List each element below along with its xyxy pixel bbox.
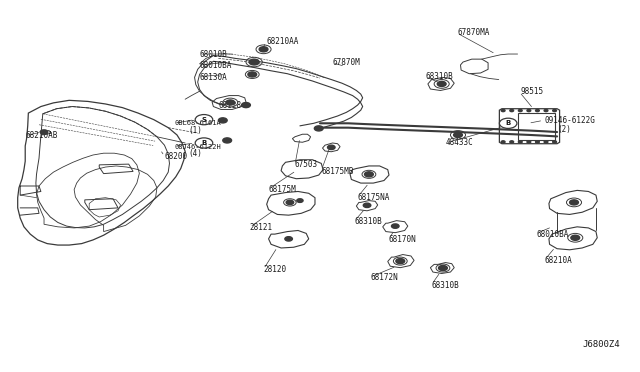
Circle shape bbox=[544, 141, 548, 143]
Circle shape bbox=[510, 141, 513, 143]
Text: 68128: 68128 bbox=[218, 101, 241, 110]
Text: 68130A: 68130A bbox=[200, 73, 227, 82]
Text: (4): (4) bbox=[188, 150, 202, 158]
Text: 68210AA: 68210AA bbox=[267, 38, 299, 46]
Text: 68210AB: 68210AB bbox=[25, 131, 58, 140]
Text: 08J46-6122H: 08J46-6122H bbox=[175, 144, 221, 150]
Circle shape bbox=[536, 109, 540, 112]
Circle shape bbox=[314, 126, 323, 131]
Circle shape bbox=[510, 109, 513, 112]
Text: 68310B: 68310B bbox=[431, 280, 460, 290]
Circle shape bbox=[285, 237, 292, 241]
Circle shape bbox=[438, 266, 447, 270]
Text: S: S bbox=[202, 117, 207, 123]
Circle shape bbox=[501, 141, 505, 143]
Circle shape bbox=[396, 259, 404, 264]
Text: B: B bbox=[506, 120, 511, 126]
Circle shape bbox=[544, 109, 548, 112]
Circle shape bbox=[437, 81, 446, 86]
Text: 68170N: 68170N bbox=[389, 235, 417, 244]
Circle shape bbox=[553, 109, 556, 112]
Text: 68200: 68200 bbox=[164, 152, 188, 161]
Text: 68010BA: 68010BA bbox=[536, 230, 569, 238]
Text: 68175NA: 68175NA bbox=[358, 193, 390, 202]
Circle shape bbox=[553, 141, 556, 143]
Circle shape bbox=[518, 141, 522, 143]
Circle shape bbox=[297, 199, 303, 202]
Circle shape bbox=[248, 72, 257, 77]
Text: 68175MB: 68175MB bbox=[321, 167, 354, 176]
Circle shape bbox=[454, 132, 462, 138]
Circle shape bbox=[527, 141, 531, 143]
Circle shape bbox=[501, 109, 505, 112]
Circle shape bbox=[527, 109, 531, 112]
Text: 67870M: 67870M bbox=[333, 58, 360, 67]
Circle shape bbox=[518, 109, 522, 112]
Circle shape bbox=[365, 172, 373, 177]
Text: J6800Z4: J6800Z4 bbox=[582, 340, 620, 349]
Circle shape bbox=[328, 145, 335, 150]
Text: 98515: 98515 bbox=[521, 87, 544, 96]
Text: (1): (1) bbox=[188, 126, 202, 135]
Text: 09146-6122G: 09146-6122G bbox=[545, 116, 595, 125]
Text: 48433C: 48433C bbox=[445, 138, 473, 147]
Text: (2): (2) bbox=[557, 125, 571, 134]
Circle shape bbox=[223, 138, 232, 143]
Circle shape bbox=[226, 100, 235, 105]
Circle shape bbox=[392, 224, 399, 228]
Circle shape bbox=[40, 130, 48, 134]
Circle shape bbox=[536, 141, 540, 143]
Circle shape bbox=[249, 59, 259, 65]
Circle shape bbox=[259, 47, 268, 52]
Text: 28120: 28120 bbox=[264, 265, 287, 274]
Text: 68310B: 68310B bbox=[426, 72, 453, 81]
Text: 28121: 28121 bbox=[250, 224, 273, 232]
Text: 68210A: 68210A bbox=[545, 256, 572, 265]
Circle shape bbox=[364, 203, 371, 208]
Text: 68172N: 68172N bbox=[370, 273, 398, 282]
Circle shape bbox=[218, 118, 227, 123]
Circle shape bbox=[571, 235, 580, 240]
Text: 0BL68-6161A: 0BL68-6161A bbox=[175, 120, 221, 126]
Circle shape bbox=[570, 200, 579, 205]
Text: 68010BA: 68010BA bbox=[200, 61, 232, 70]
Circle shape bbox=[242, 103, 250, 108]
Text: 68310B: 68310B bbox=[355, 217, 382, 226]
Text: 68010B: 68010B bbox=[200, 49, 227, 58]
Text: 67503: 67503 bbox=[295, 160, 318, 169]
Text: B: B bbox=[202, 140, 207, 146]
Text: 67870MA: 67870MA bbox=[458, 28, 490, 37]
Circle shape bbox=[286, 200, 294, 205]
Text: 68175M: 68175M bbox=[269, 185, 296, 194]
